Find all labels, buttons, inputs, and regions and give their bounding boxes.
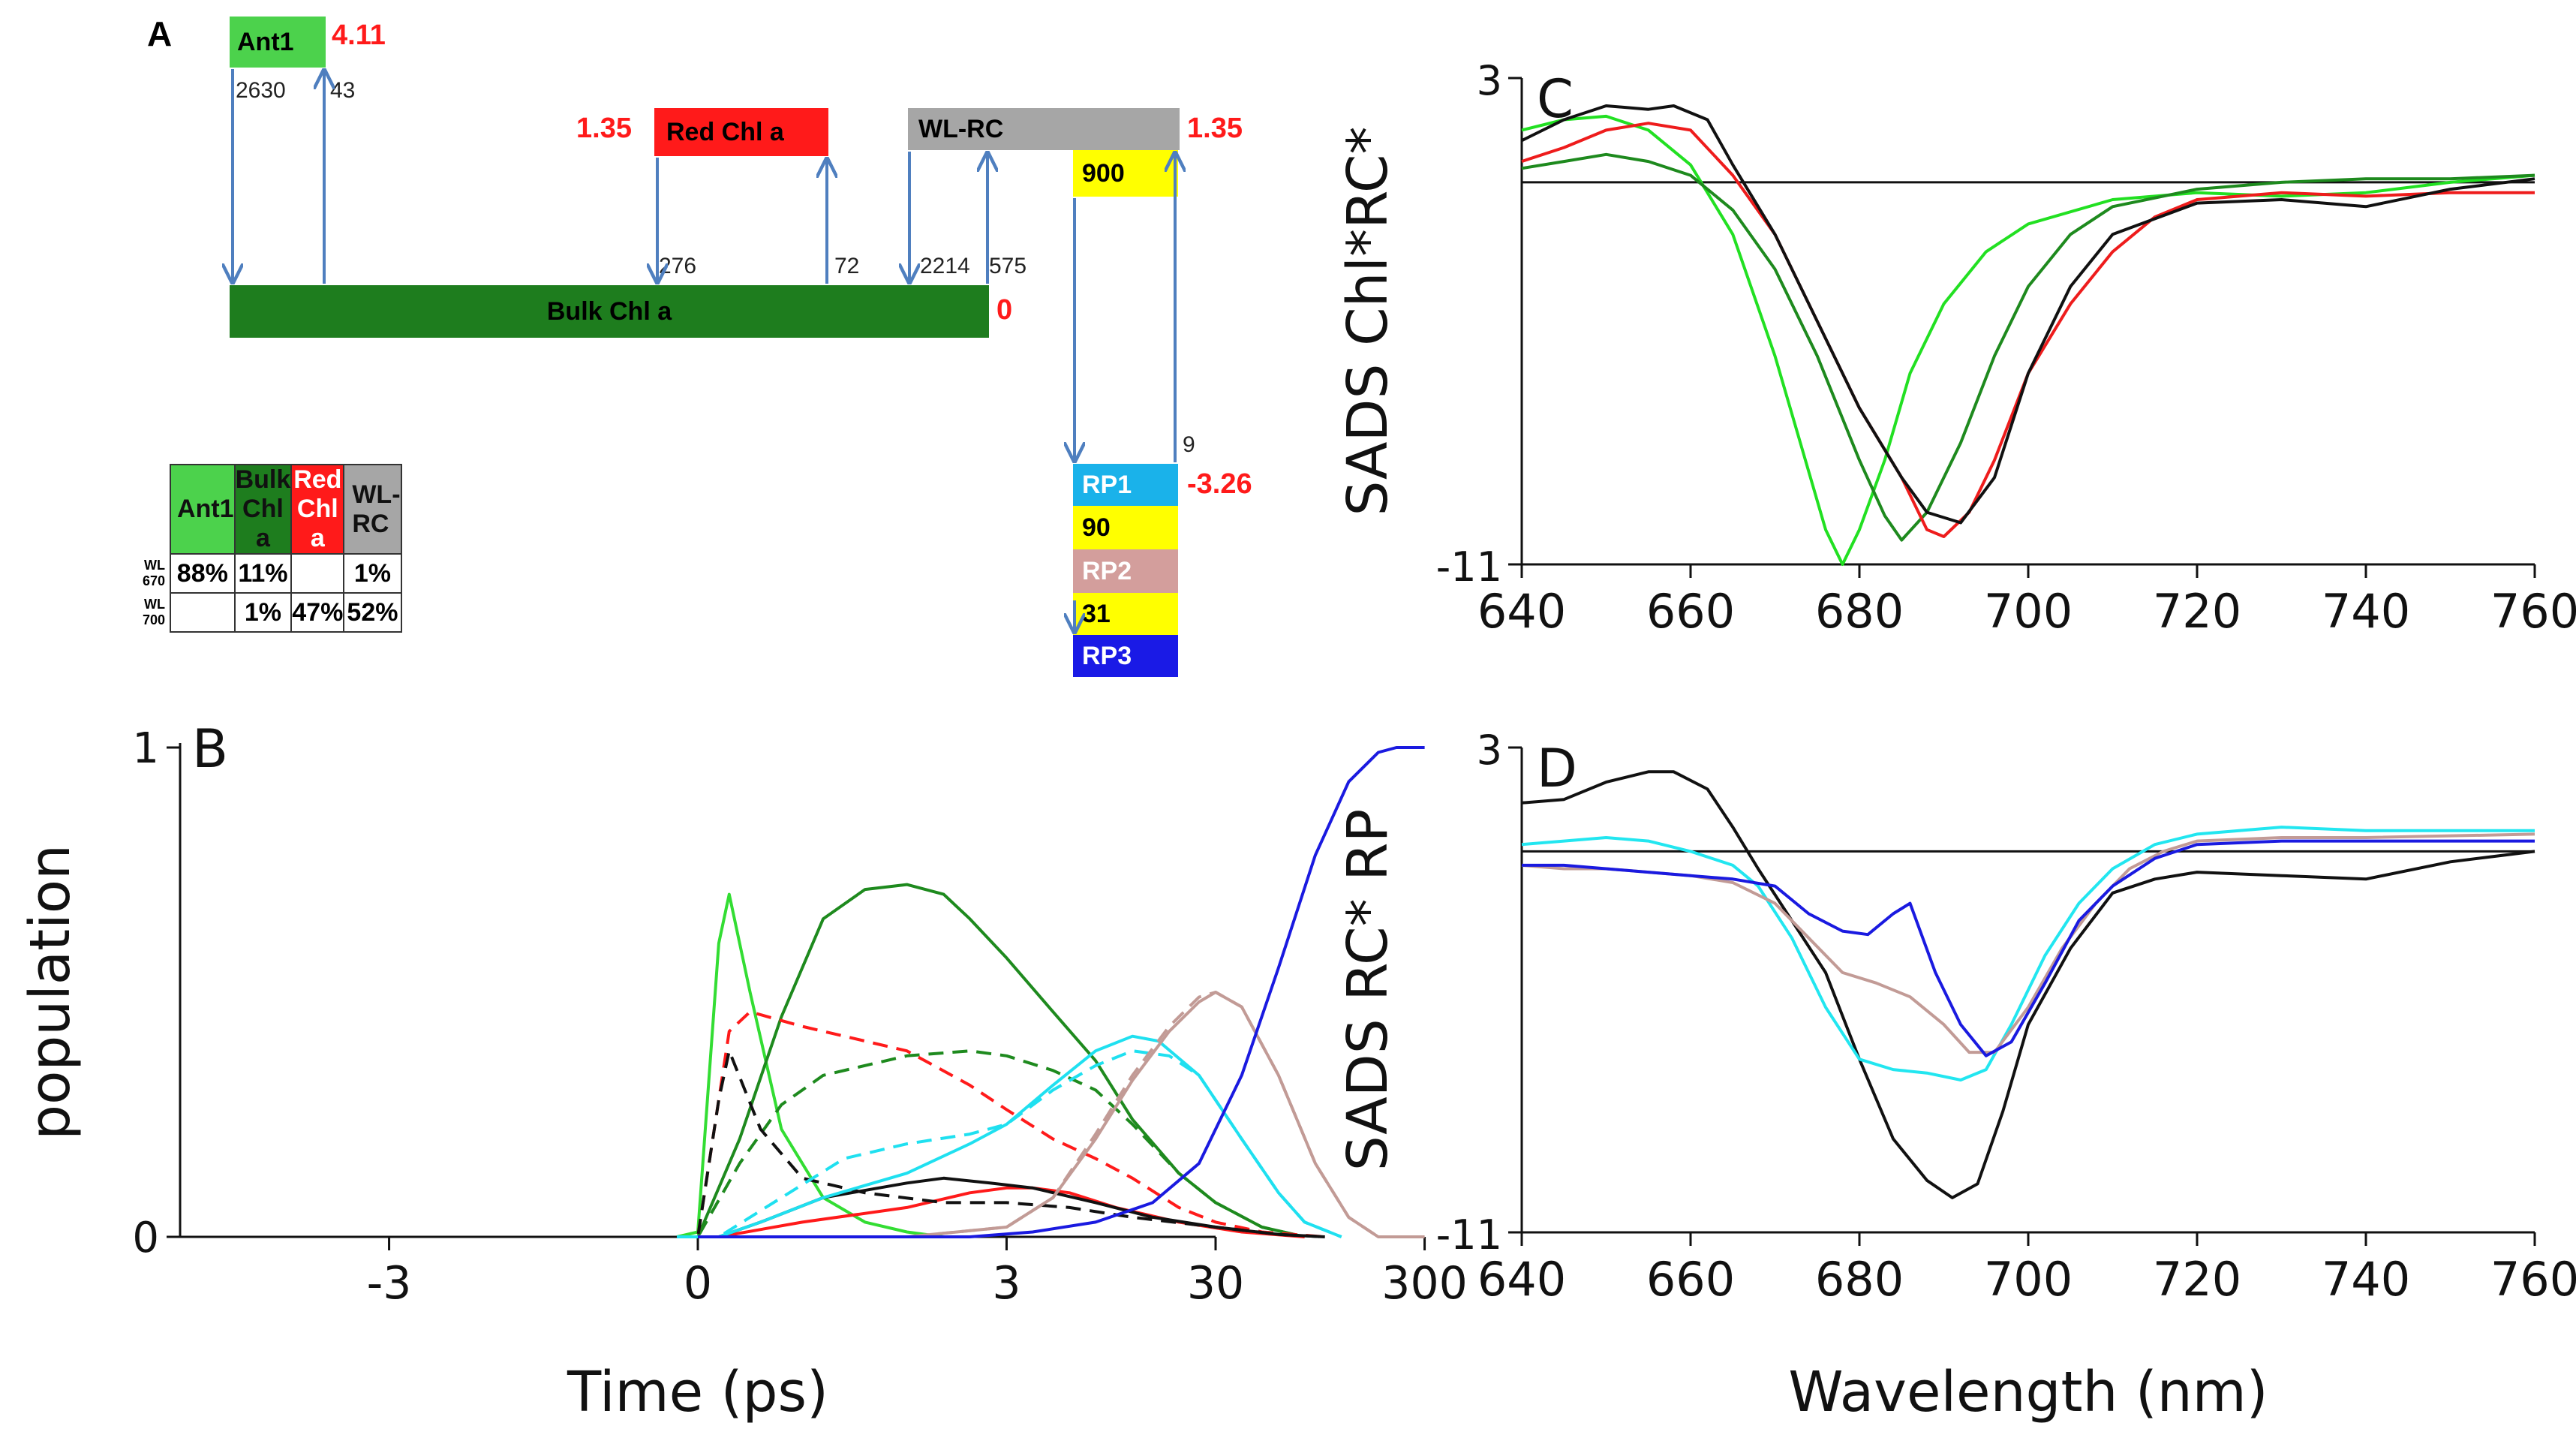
table-cell: 52% (343, 592, 402, 633)
b-x-axis-label: Time (ps) (567, 1360, 828, 1424)
compartment-rp3-label: RP3 (1082, 641, 1132, 670)
b-x-tick-label: 30 (1187, 1257, 1244, 1310)
ant1-energy: 4.11 (332, 20, 386, 51)
table-header-ant1: Ant1 (170, 464, 236, 555)
d-series-rp1 (1521, 826, 2535, 1081)
c-x-tick-label: 680 (1815, 584, 1904, 639)
table-cell: 1% (233, 592, 293, 633)
rate-box-90: 90 (1073, 506, 1178, 549)
c-x-tick-label: 720 (2153, 584, 2241, 639)
table-row: WL 670 88% 11% 1% (143, 553, 402, 594)
table-header-bulk: Bulk Chl a (233, 464, 293, 555)
d-x-tick-label: 680 (1815, 1252, 1904, 1307)
c-y-axis-label: SADS Chl*RC* (1336, 127, 1400, 516)
d-y-tick-label: -11 (1436, 1211, 1502, 1259)
bulk-energy: 0 (996, 294, 1013, 326)
compartment-rp2-label: RP2 (1082, 556, 1132, 585)
c-x-tick-label: 700 (1984, 584, 2073, 639)
compartment-rp3: RP3 (1073, 635, 1178, 677)
d-x-axis-label: Wavelength (nm) (1788, 1360, 2268, 1424)
compartment-rp1-label: RP1 (1082, 470, 1132, 499)
compartment-ant1: Ant1 (230, 17, 326, 68)
compartment-rp2: RP2 (1073, 549, 1178, 593)
b-x-tick-label: 300 (1381, 1257, 1468, 1310)
d-y-axis-label: SADS RC* RP (1336, 809, 1400, 1171)
compartment-red-chl-label: Red Chl a (666, 117, 784, 146)
table-cell (290, 553, 345, 594)
d-series-rp3 (1522, 839, 2535, 1057)
rate-wlrc-to-bulk: 2214 (920, 254, 970, 278)
b-y-axis-label: population (18, 844, 83, 1140)
d-x-tick-label: 700 (1984, 1252, 2073, 1307)
panel-letter-b: B (192, 718, 228, 780)
b-series-rp1-target- (677, 1049, 1342, 1238)
b-y-tick-label: 0 (132, 1214, 159, 1262)
rate-rp1-to-wlrc: 9 (1183, 432, 1195, 457)
excitation-table: Ant1 Bulk Chl a Red Chl a WL-RC WL 670 8… (143, 464, 402, 633)
table-cell: 88% (170, 553, 236, 594)
c-series-ant1 (1521, 114, 2535, 566)
compartment-wlrc: WL-RC (908, 108, 1180, 150)
c-series-wl-rc (1521, 104, 2535, 525)
c-x-tick-label: 660 (1646, 584, 1735, 639)
d-x-tick-label: 740 (2322, 1252, 2410, 1307)
c-y-tick-label: 3 (1477, 57, 1502, 104)
rp1-energy: -3.26 (1187, 468, 1252, 500)
rate-900-label: 900 (1082, 158, 1125, 188)
panel-letter-d: D (1537, 738, 1577, 799)
table-row-label: WL 700 (143, 597, 166, 627)
rate-box-31: 31 (1073, 593, 1178, 635)
b-series-bulk-chl-a-target- (677, 1049, 1306, 1238)
panel-letter-c: C (1537, 68, 1574, 130)
b-x-tick-label: 0 (684, 1257, 712, 1310)
c-y-tick-label: -11 (1436, 543, 1502, 591)
d-series-rp2 (1521, 832, 2535, 1054)
d-x-tick-label: 720 (2153, 1252, 2241, 1307)
compartment-wlrc-label: WL-RC (918, 114, 1004, 143)
panel-letter-a: A (147, 14, 173, 53)
d-y-tick-label: 3 (1477, 727, 1502, 774)
table-row: WL 700 1% 47% 52% (143, 592, 402, 633)
b-x-tick-label: 3 (992, 1257, 1020, 1310)
table-header-red: Red Chl a (290, 464, 345, 555)
rate-90-label: 90 (1082, 513, 1111, 542)
wlrc-energy: 1.35 (1187, 113, 1243, 144)
rate-red-to-bulk: 72 (834, 254, 860, 278)
d-x-tick-label: 660 (1646, 1252, 1735, 1307)
d-x-tick-label: 760 (2490, 1252, 2576, 1307)
compartment-red-chl: Red Chl a (654, 108, 828, 156)
compartment-bulk-chl: Bulk Chl a (230, 285, 989, 338)
scheme-arrows (0, 0, 1351, 720)
c-x-tick-label: 640 (1477, 584, 1566, 639)
table-row-label: WL 670 (143, 558, 166, 588)
b-y-tick-label: 1 (132, 724, 159, 773)
rate-box-900: 900 (1073, 150, 1178, 197)
b-series-rp2-target- (698, 991, 1379, 1238)
red-chl-energy: 1.35 (576, 113, 632, 144)
compartment-ant1-label: Ant1 (237, 27, 294, 56)
d-series-wl-rc (1521, 770, 2535, 1199)
d-x-tick-label: 640 (1477, 1252, 1566, 1307)
compartment-bulk-chl-label: Bulk Chl a (546, 296, 672, 326)
c-x-tick-label: 740 (2322, 584, 2410, 639)
rate-31-label: 31 (1082, 599, 1111, 628)
b-series-bulk-chl-a (677, 883, 1306, 1238)
c-series-red-chl-a (1521, 122, 2535, 538)
b-series-rp3 (698, 746, 1425, 1238)
table-header-wlrc: WL-RC (343, 464, 402, 555)
table-cell: 11% (233, 553, 293, 594)
c-series-bulk-chl-a (1521, 152, 2535, 542)
table-cell: 47% (290, 592, 345, 633)
b-series-red-chl-a-target- (677, 1010, 1325, 1238)
excitation-table-header: Ant1 Bulk Chl a Red Chl a WL-RC (143, 464, 402, 555)
rate-bulk-to-wlrc: 575 (989, 254, 1027, 278)
b-x-tick-label: -3 (367, 1257, 412, 1310)
c-x-tick-label: 760 (2490, 584, 2576, 639)
table-cell (170, 592, 236, 633)
table-cell: 1% (343, 553, 402, 594)
compartment-rp1: RP1 (1073, 464, 1178, 506)
b-series-wl-rc-target- (677, 1049, 1325, 1238)
rate-ant1-to-bulk: 2630 (236, 78, 286, 103)
